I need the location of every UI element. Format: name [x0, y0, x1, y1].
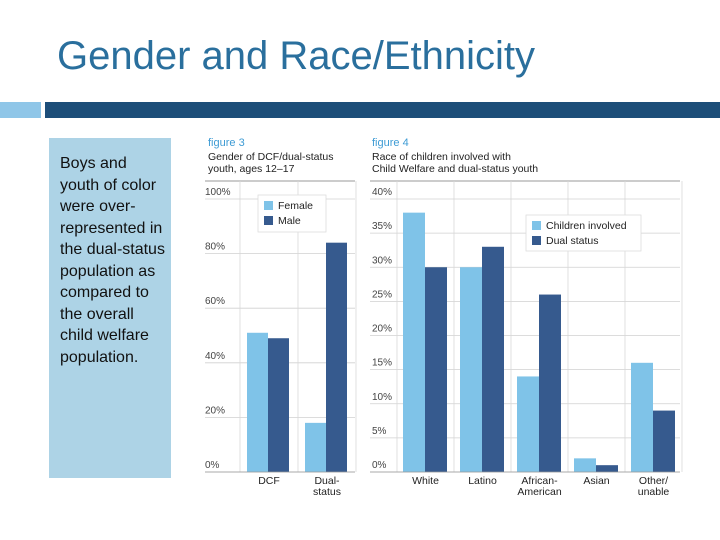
- y-tick-label: 35%: [372, 221, 392, 232]
- side-panel-text: Boys and youth of color were over-repres…: [60, 155, 165, 366]
- y-tick-label: 10%: [372, 392, 392, 403]
- bar-female: [247, 332, 268, 472]
- figure-4-title-line-1: Race of children involved with: [372, 151, 511, 163]
- x-tick-label: status: [313, 486, 341, 498]
- legend-box: [525, 214, 642, 252]
- legend-swatch: [532, 236, 541, 245]
- x-tick-label: unable: [638, 486, 670, 498]
- x-tick-label: Other/: [639, 475, 668, 487]
- y-tick-label: 20%: [372, 324, 392, 335]
- figure-3-label: figure 3: [208, 137, 245, 149]
- accent-bar-dark: [45, 102, 720, 118]
- bar-children-involved: [517, 376, 539, 472]
- bar-dual-status: [596, 465, 618, 472]
- x-tick-label: Dual-: [314, 475, 340, 487]
- legend-label: Female: [278, 200, 313, 212]
- y-tick-label: 60%: [205, 296, 225, 307]
- figure-4-title-line-2: Child Welfare and dual-status youth: [372, 163, 539, 175]
- bar-children-involved: [403, 212, 425, 472]
- y-tick-label: 40%: [205, 351, 225, 362]
- bar-male: [326, 242, 347, 472]
- legend-swatch: [264, 201, 273, 210]
- figure-3-title-line-2: youth, ages 12–17: [208, 163, 295, 175]
- bar-dual-status: [539, 294, 561, 472]
- legend-label: Dual status: [546, 235, 599, 247]
- side-panel: [49, 138, 171, 478]
- bar-children-involved: [460, 267, 482, 472]
- y-tick-label: 100%: [205, 187, 231, 198]
- bar-female: [305, 422, 326, 472]
- x-tick-label: American: [517, 486, 562, 498]
- legend-label: Children involved: [546, 220, 627, 232]
- y-tick-label: 0%: [205, 460, 220, 471]
- bar-male: [268, 338, 289, 472]
- y-tick-label: 80%: [205, 242, 225, 253]
- slide-title: Gender and Race/Ethnicity: [57, 34, 536, 78]
- legend-swatch: [532, 221, 541, 230]
- y-tick-label: 40%: [372, 187, 392, 198]
- x-tick-label: Asian: [583, 475, 609, 487]
- figure-4-label: figure 4: [372, 137, 409, 149]
- y-tick-label: 15%: [372, 358, 392, 369]
- y-tick-label: 25%: [372, 289, 392, 300]
- y-tick-label: 20%: [205, 405, 225, 416]
- y-tick-label: 30%: [372, 255, 392, 266]
- accent-bar-light: [0, 102, 41, 118]
- bar-dual-status: [482, 246, 504, 472]
- x-tick-label: DCF: [258, 475, 280, 487]
- x-tick-label: Latino: [468, 475, 497, 487]
- y-tick-label: 5%: [372, 426, 387, 437]
- bar-children-involved: [631, 362, 653, 472]
- figure-3-chart: 0% 20% 40% 60% 80% 100% DCF Dual-status Female Ma…: [205, 180, 357, 498]
- bar-children-involved: [574, 458, 596, 472]
- legend-label: Male: [278, 215, 301, 227]
- figure-4-chart: 0% 5% 10% 15% 20% 25% 30% 35% 40% White Latino Afri…: [370, 180, 683, 498]
- x-tick-label: African-: [521, 475, 558, 487]
- figure-3-title-line-1: Gender of DCF/dual-status: [208, 151, 334, 163]
- x-tick-label: White: [412, 475, 439, 487]
- bar-dual-status: [425, 267, 447, 472]
- legend-swatch: [264, 216, 273, 225]
- bar-dual-status: [653, 410, 675, 472]
- y-tick-label: 0%: [372, 460, 387, 471]
